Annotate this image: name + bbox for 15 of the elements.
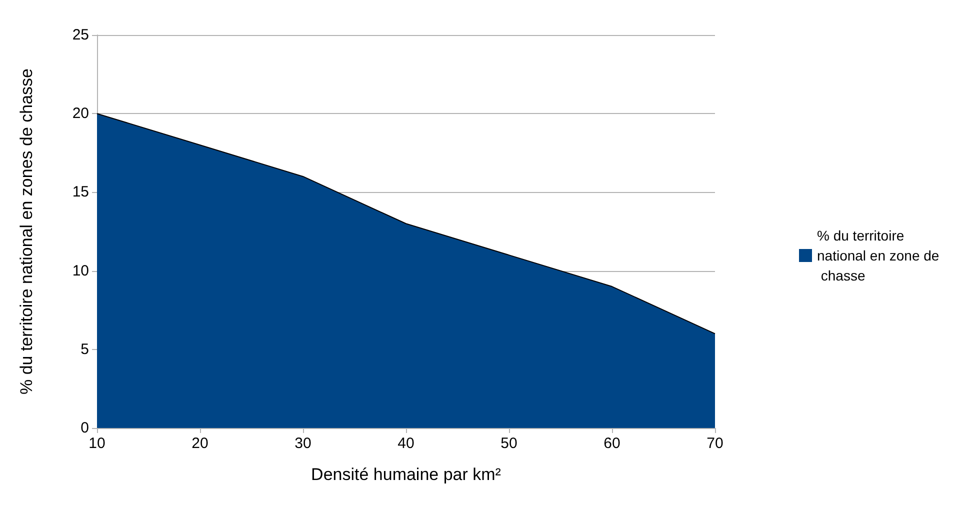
y-axis-title: % du territoire national en zones de chasse — [17, 68, 36, 395]
y-tick-label: 25 — [72, 26, 89, 44]
legend-label: % du territoire national en zone de chasse — [817, 228, 940, 284]
y-tick-label: 15 — [72, 184, 89, 201]
x-axis-title: Densité humaine par km² — [311, 465, 502, 484]
y-tick-label: 0 — [80, 420, 89, 436]
y-tick-label: 10 — [72, 262, 89, 280]
x-tick-label: 30 — [294, 435, 312, 452]
y-tick-label: 5 — [80, 340, 89, 358]
x-tick-label: 60 — [604, 435, 620, 452]
x-tick-label: 20 — [192, 435, 208, 452]
y-tick-label: 20 — [72, 105, 89, 122]
x-tick-label: 50 — [500, 435, 518, 452]
x-tick-label: 70 — [706, 435, 724, 452]
x-tick-label: 40 — [398, 435, 414, 452]
